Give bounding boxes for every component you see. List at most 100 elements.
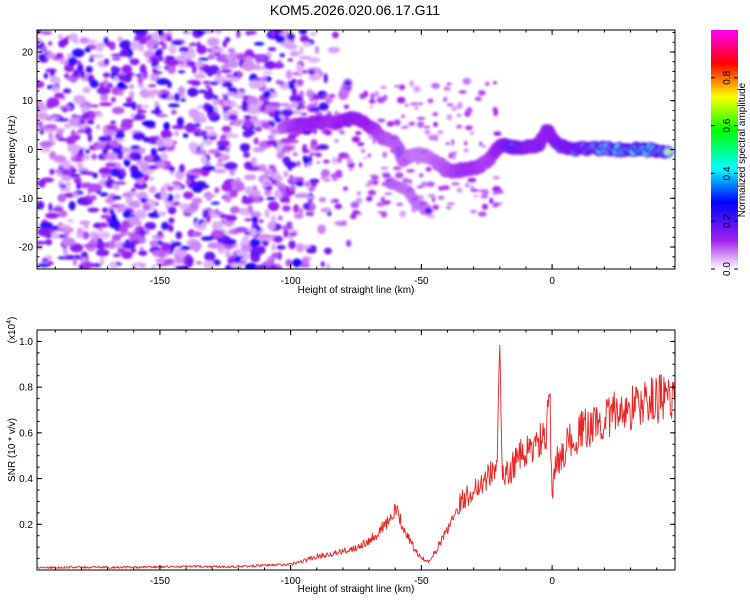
heatmap-noise-blob <box>308 69 316 76</box>
heatmap-noise-blob <box>63 123 72 129</box>
heatmap-noise-blob <box>102 72 111 78</box>
heatmap-noise-blob <box>267 221 276 230</box>
heatmap-noise-blob <box>88 57 94 62</box>
colorbar: 0.0 0.2 0.4 0.6 0.8 Normalized spectral ampl… <box>711 30 748 276</box>
heatmap-noise-blob <box>95 124 101 130</box>
heatmap-noise-blob <box>299 264 311 268</box>
heatmap-noise-blob <box>136 230 149 235</box>
heatmap-noise-blob <box>180 245 192 251</box>
heatmap-noise-blob <box>462 77 472 85</box>
heatmap-noise-blob <box>286 221 293 226</box>
heatmap-noise-blob <box>81 112 91 120</box>
heatmap-noise-blob <box>302 41 312 47</box>
y-tick-label: 0.8 <box>19 383 33 394</box>
heatmap-noise-blob <box>229 189 238 198</box>
heatmap-noise-blob <box>108 142 123 148</box>
heatmap-noise-blob <box>374 91 380 98</box>
heatmap-noise-blob <box>167 206 177 215</box>
heatmap-noise-blob <box>143 203 151 211</box>
heatmap-noise-blob <box>168 44 177 55</box>
heatmap-noise-blob <box>84 46 91 53</box>
heatmap-noise-blob <box>299 46 304 56</box>
heatmap-noise-blob <box>438 195 445 200</box>
heatmap-noise-blob <box>119 39 132 50</box>
heatmap-noise-blob <box>320 207 332 213</box>
heatmap-noise-blob <box>195 180 207 187</box>
heatmap-noise-blob <box>76 60 82 66</box>
heatmap-noise-blob <box>154 66 163 70</box>
heatmap-noise-blob <box>463 148 469 153</box>
heatmap-noise-blob <box>95 249 110 257</box>
heatmap-noise-blob <box>225 55 233 60</box>
heatmap-noise-blob <box>345 239 352 247</box>
heatmap-noise-blob <box>282 145 294 152</box>
heatmap-noise-blob <box>298 90 305 97</box>
heatmap-noise-blob <box>289 174 294 181</box>
heatmap-noise-blob <box>140 197 147 203</box>
heatmap-noise-blob <box>357 191 361 196</box>
heatmap-noise-blob <box>406 169 415 173</box>
heatmap-noise-blob <box>40 30 53 35</box>
heatmap-noise-blob <box>369 105 374 109</box>
heatmap-noise-blob <box>76 233 84 239</box>
heatmap-noise-blob <box>335 169 343 178</box>
heatmap-noise-blob <box>240 144 250 152</box>
heatmap-noise-blob <box>64 64 75 73</box>
heatmap-noise-blob <box>37 112 50 120</box>
heatmap-noise-blob <box>200 141 205 152</box>
heatmap-noise-blob <box>167 103 180 108</box>
heatmap-noise-blob <box>266 168 274 173</box>
heatmap-noise-blob <box>89 79 99 89</box>
heatmap-noise-blob <box>148 185 157 194</box>
heatmap-noise-blob <box>190 80 201 87</box>
heatmap-noise-blob <box>381 172 391 175</box>
heatmap-noise-blob <box>85 149 90 154</box>
heatmap-noise-blob <box>484 81 490 87</box>
heatmap-noise-blob <box>427 215 436 218</box>
heatmap-noise-blob <box>79 182 94 189</box>
heatmap-noise-blob <box>382 151 388 159</box>
heatmap-noise-blob <box>268 164 277 168</box>
heatmap-noise-blob <box>37 80 45 89</box>
heatmap-noise-blob <box>298 30 308 35</box>
heatmap-noise-blob <box>55 168 63 174</box>
heatmap-noise-blob <box>155 113 169 118</box>
heatmap-noise-blob <box>37 200 45 210</box>
heatmap-noise-blob <box>266 196 276 201</box>
heatmap-noise-blob <box>200 155 207 165</box>
heatmap-noise-blob <box>288 232 298 237</box>
heatmap-noise-blob <box>38 53 47 61</box>
heatmap-noise-blob <box>109 208 115 215</box>
heatmap-noise-blob <box>331 31 339 39</box>
heatmap-noise-blob <box>130 113 136 118</box>
heatmap-noise-blob <box>416 117 426 120</box>
x-tick-label: -50 <box>414 576 429 587</box>
heatmap-noise-blob <box>105 134 112 142</box>
heatmap-noise-blob <box>125 96 133 104</box>
heatmap-noise-blob <box>224 196 232 203</box>
heatmap-noise-blob <box>236 30 241 39</box>
heatmap-noise-blob <box>310 139 318 147</box>
heatmap-noise-blob <box>261 122 270 128</box>
heatmap-noise-blob <box>251 156 257 165</box>
heatmap-noise-blob <box>224 238 237 246</box>
heatmap-noise-blob <box>433 121 438 127</box>
heatmap-noise-blob <box>359 93 366 100</box>
heatmap-noise-blob <box>99 222 109 228</box>
heatmap-noise-blob <box>252 81 265 89</box>
heatmap-noise-blob <box>80 261 94 269</box>
heatmap-noise-blob <box>334 203 343 210</box>
heatmap-noise-blob <box>42 258 49 262</box>
heatmap-noise-blob <box>470 209 477 214</box>
heatmap-noise-blob <box>151 235 166 239</box>
heatmap-noise-blob <box>392 166 402 171</box>
heatmap-noise-blob <box>279 137 294 144</box>
heatmap-noise-blob <box>242 99 248 110</box>
heatmap-noise-blob <box>195 30 206 35</box>
heatmap-noise-blob <box>456 187 463 193</box>
heatmap-noise-blob <box>77 129 86 134</box>
y-tick-label: 0.6 <box>19 428 33 439</box>
heatmap-noise-blob <box>212 259 221 266</box>
heatmap-noise-blob <box>255 245 266 255</box>
heatmap-noise-blob <box>247 227 258 238</box>
